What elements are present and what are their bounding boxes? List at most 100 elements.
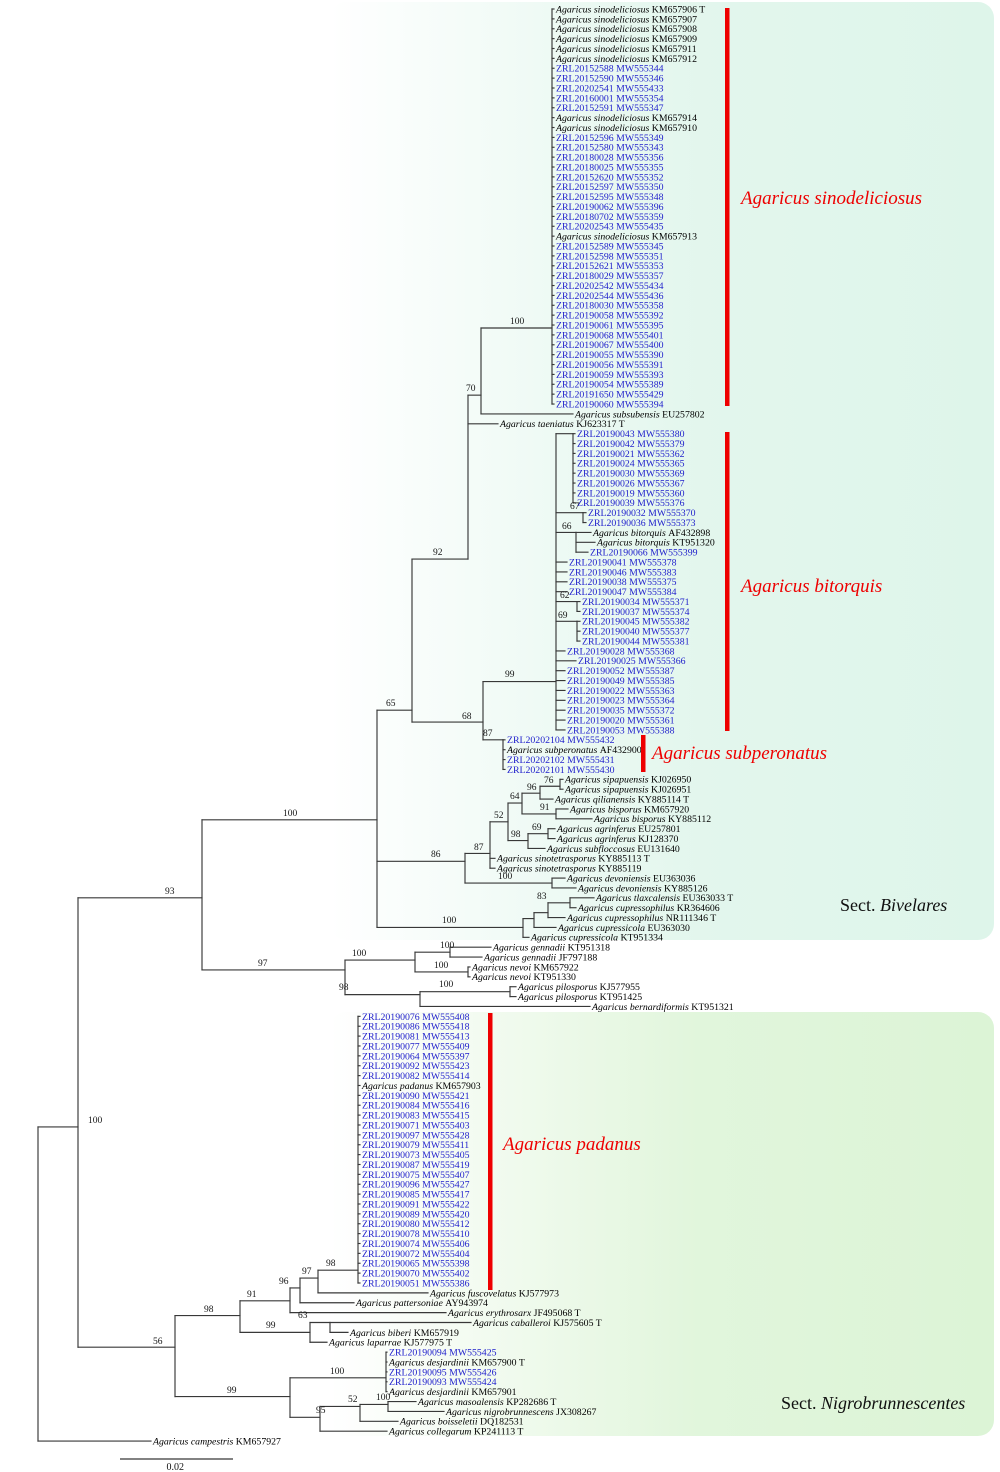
tip-label: ZRL20190097 MW555428 [362,1130,470,1141]
tip-label: Agaricus desjardinii KM657901 [388,1387,517,1398]
tip-label: Agaricus sinodeliciosus KM657910 [555,123,697,134]
tip-label: ZRL20190090 MW555421 [362,1091,470,1102]
tip-label: ZRL20180702 MW555359 [556,212,664,223]
tip-label: Agaricus nevoi KT951330 [471,972,576,983]
support-value: 68 [462,712,472,722]
support-value: 98 [326,1259,336,1269]
accession-number: KT951318 [568,943,611,954]
clade-bars [488,8,730,1290]
accession-number: KT951321 [691,1002,734,1013]
accession-number: KP241113 T [474,1427,523,1438]
tip-label: ZRL20190092 MW555423 [362,1061,470,1072]
tip-label: Agaricus nigrobrunnescens JX308267 [445,1407,597,1418]
section-name: Bivelares [880,895,947,915]
tip-label: ZRL20190053 MW555388 [567,725,675,736]
accession-number: KJ128370 [638,834,678,845]
tip-label: ZRL20180028 MW555356 [556,153,664,164]
tip-label: Agaricus padanus KM657903 [361,1081,481,1092]
support-value: 95 [316,1406,326,1416]
support-value: 63 [298,1311,308,1321]
tip-label: Agaricus devoniensis KY885126 [577,883,708,894]
bootstrap-support-values: 100 70 92 65 99 68 67 66 62 69 87 76 96 64 91 52 69 98 87 8… [88,317,580,1416]
tip-label: ZRL20202543 MW555435 [556,222,664,233]
support-value: 76 [544,776,554,786]
tip-label: Agaricus nevoi KM657922 [471,962,579,973]
species-name: Agaricus subfloccosus [546,844,637,855]
species-name: Agaricus subsubensis [574,409,662,420]
tip-label: ZRL20190056 MW555391 [556,360,664,371]
tip-label: Agaricus qilianensis KY885114 T [554,794,689,805]
accession-number: JF495068 T [534,1308,581,1319]
tip-label: ZRL20190071 MW555403 [362,1120,470,1131]
tip-label: Agaricus laparrae KJ577975 T [328,1338,452,1349]
clade-name-label: Agaricus sinodeliciosus [739,188,922,209]
tip-label: Agaricus pilosporus KT951425 [517,992,642,1003]
accession-number: KJ623317 T [576,419,625,430]
species-name: Agaricus sinodeliciosus [555,54,652,65]
scale-bar: 0.02 [120,1458,233,1472]
accession-number: KY885112 [668,814,711,825]
tip-label: ZRL20190035 MW555372 [567,706,675,717]
species-name: Agaricus cupressophilus [566,913,666,924]
support-value: 98 [204,1305,214,1315]
tip-label: Agaricus cupressicola EU363030 [557,923,690,934]
tip-label: ZRL20190083 MW555415 [362,1111,470,1122]
species-name: Agaricus subperonatus [506,745,600,756]
padanus-bar [488,1013,493,1290]
support-value: 70 [466,384,476,394]
species-name: Agaricus nevoi [471,962,534,973]
support-value: 100 [376,1393,391,1403]
tip-label: ZRL20190085 MW555417 [362,1190,470,1201]
support-value: 52 [348,1395,358,1405]
species-name: Agaricus biberi [349,1328,414,1339]
tip-label: ZRL20190047 MW555384 [569,587,677,598]
species-name: Agaricus bisporus [593,814,668,825]
tip-label: ZRL20190045 MW555382 [582,617,690,628]
species-name: Agaricus sinodeliciosus [555,34,652,45]
species-name: Agaricus agrinferus [556,834,638,845]
species-name: Agaricus qilianensis [554,794,638,805]
species-name: Agaricus campestris [152,1436,236,1447]
tip-label: Agaricus sinodeliciosus KM657911 [555,44,697,55]
support-value: 98 [511,830,521,840]
species-name: Agaricus devoniensis [577,883,664,894]
tip-label: Agaricus sinodeliciosus KM657909 [555,34,697,45]
tip-label: Agaricus fuscovelatus KJ577973 [429,1288,559,1299]
accession-number: DQ182531 [480,1417,524,1428]
clade-name-label: Agaricus bitorquis [739,576,882,597]
tip-label: ZRL20190025 MW555366 [578,656,686,667]
accession-number: AF432900 [600,745,642,756]
accession-number: KJ577975 T [404,1338,453,1349]
species-name: Agaricus sinodeliciosus [555,24,652,35]
accession-number: KM657914 [652,113,697,124]
support-value: 66 [562,522,572,532]
tip-label: ZRL20190038 MW555375 [569,577,677,588]
sinodeliciosus-bar [725,8,730,406]
tip-label: Agaricus biberi KM657919 [349,1328,459,1339]
tip-label: Agaricus cupressophilus NR111346 T [566,913,716,924]
accession-number: KM657911 [652,44,697,55]
tip-label: Agaricus desjardinii KM657900 T [388,1357,525,1368]
tip-label: ZRL20190096 MW555427 [362,1180,470,1191]
section-label: Sect. Nigrobrunnescentes [781,1393,965,1413]
tip-label: ZRL20190054 MW555389 [556,380,664,391]
species-name: Agaricus sipapuensis [564,775,651,786]
tip-label: ZRL20190070 MW555402 [362,1269,470,1280]
tip-label: Agaricus bisporus KY885112 [593,814,711,825]
tip-label: Agaricus caballeroi KJ575605 T [472,1318,602,1329]
tip-label: Agaricus taeniatus KJ623317 T [499,419,625,430]
tip-label: ZRL20190023 MW555364 [567,696,675,707]
tip-label: Agaricus sinodeliciosus KM657907 [555,14,697,25]
section-background-boxes [330,2,994,1436]
tip-label: ZRL20202544 MW555436 [556,291,664,302]
species-name: Agaricus cupressophilus [577,903,677,914]
accession-number: KM657903 [435,1081,480,1092]
tip-label: Agaricus subperonatus AF432900 [506,745,642,756]
species-name: Agaricus boisseletii [399,1417,480,1428]
accession-number: KP282686 T [506,1397,556,1408]
support-value: 96 [527,783,537,793]
clade-name-label: Agaricus padanus [501,1134,641,1155]
